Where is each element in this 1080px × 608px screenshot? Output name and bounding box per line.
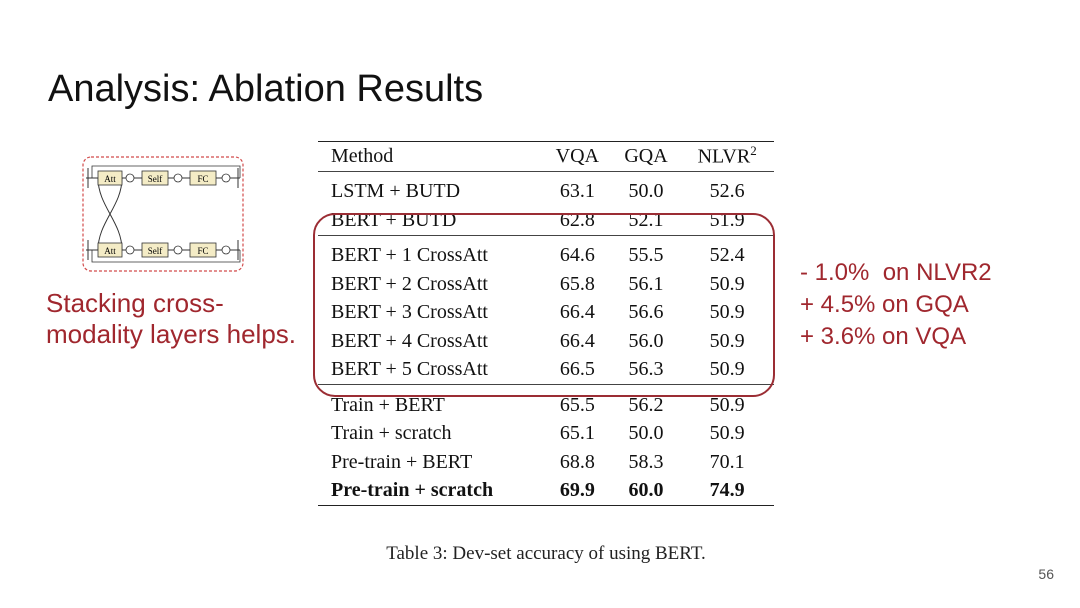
bottom-fc-node: FC bbox=[189, 242, 217, 258]
table-row: Train + BERT 65.5 56.2 50.9 bbox=[318, 384, 774, 420]
header-gqa: GQA bbox=[624, 144, 668, 167]
cell-method: BERT + 4 CrossAtt bbox=[331, 329, 488, 352]
cell-vqa: 66.4 bbox=[559, 301, 595, 324]
top-fc-label: FC bbox=[197, 174, 208, 184]
top-att-label: Att bbox=[104, 174, 116, 184]
cell-gqa: 56.3 bbox=[628, 358, 664, 381]
cell-gqa: 55.5 bbox=[628, 244, 664, 267]
top-att-node: Att bbox=[97, 170, 123, 186]
cell-vqa: 64.6 bbox=[559, 244, 595, 267]
table-row: BERT + 3 CrossAtt 66.4 56.6 50.9 bbox=[318, 299, 774, 328]
table-row: BERT + 1 CrossAtt 64.6 55.5 52.4 bbox=[318, 235, 774, 270]
highlight-box bbox=[313, 213, 775, 397]
bottom-fc-label: FC bbox=[197, 246, 208, 256]
table-row: Pre-train + scratch 69.9 60.0 74.9 bbox=[318, 477, 774, 506]
header-vqa: VQA bbox=[555, 144, 599, 167]
cell-gqa: 50.0 bbox=[628, 422, 664, 445]
cell-gqa: 56.0 bbox=[628, 329, 664, 352]
cell-method: Pre-train + scratch bbox=[331, 479, 494, 502]
top-add-3 bbox=[221, 173, 231, 183]
table-caption: Table 3: Dev-set accuracy of using BERT. bbox=[386, 543, 706, 564]
cell-vqa: 65.5 bbox=[559, 393, 595, 416]
bottom-add-1 bbox=[125, 245, 135, 255]
cell-method: BERT + 1 CrossAtt bbox=[331, 244, 488, 267]
left-note-line-2: modality layers helps. bbox=[46, 319, 296, 349]
cell-method: Train + scratch bbox=[331, 422, 452, 445]
table-row: Train + scratch 65.1 50.0 50.9 bbox=[318, 420, 774, 449]
cell-nlvr: 52.6 bbox=[709, 180, 745, 203]
cell-nlvr: 50.9 bbox=[709, 393, 745, 416]
right-note: - 1.0% on NLVR2 + 4.5% on GQA + 3.6% on … bbox=[800, 257, 992, 353]
results-table: Method VQA GQA NLVR2 LSTM + BUTD 63.1 50.0… bbox=[318, 141, 774, 506]
cell-nlvr: 50.9 bbox=[709, 329, 745, 352]
top-fc-node: FC bbox=[189, 170, 217, 186]
header-nlvr: NLVR2 bbox=[680, 142, 774, 172]
header-nlvr-sup: 2 bbox=[750, 143, 757, 159]
table-row: Pre-train + BERT 68.8 58.3 70.1 bbox=[318, 448, 774, 477]
cell-vqa: 69.9 bbox=[559, 479, 595, 502]
table-body: LSTM + BUTD 63.1 50.0 52.6 BERT + BUTD 62.8 52… bbox=[318, 171, 774, 506]
table-row: BERT + 5 CrossAtt 66.5 56.3 50.9 bbox=[318, 356, 774, 385]
slide-title: Analysis: Ablation Results bbox=[48, 68, 484, 110]
cell-gqa: 50.0 bbox=[628, 180, 664, 203]
bottom-self-node: Self bbox=[141, 242, 169, 258]
cell-method: Train + BERT bbox=[331, 393, 445, 416]
left-note: Stacking cross- modality layers helps. bbox=[46, 288, 296, 350]
cell-nlvr: 50.9 bbox=[709, 272, 745, 295]
cell-vqa: 63.1 bbox=[559, 180, 595, 203]
cell-vqa: 65.1 bbox=[559, 422, 595, 445]
right-note-line-2: + 4.5% on GQA bbox=[800, 291, 969, 318]
bottom-att-label: Att bbox=[104, 246, 116, 256]
cell-gqa: 56.1 bbox=[628, 272, 664, 295]
table-header-row: Method VQA GQA NLVR2 bbox=[318, 141, 774, 172]
top-self-label: Self bbox=[148, 174, 163, 184]
bottom-self-label: Self bbox=[148, 246, 163, 256]
right-note-line-1: - 1.0% on NLVR2 bbox=[800, 259, 992, 286]
table-row: BERT + 4 CrossAtt 66.4 56.0 50.9 bbox=[318, 327, 774, 356]
cell-vqa: 65.8 bbox=[559, 272, 595, 295]
cell-gqa: 56.2 bbox=[628, 393, 664, 416]
header-method: Method bbox=[331, 144, 394, 167]
left-note-line-1: Stacking cross- bbox=[46, 288, 224, 318]
cell-vqa: 66.4 bbox=[559, 329, 595, 352]
cell-nlvr: 50.9 bbox=[709, 422, 745, 445]
top-self-node: Self bbox=[141, 170, 169, 186]
cell-gqa: 56.6 bbox=[628, 301, 664, 324]
cell-method: BERT + 2 CrossAtt bbox=[331, 272, 488, 295]
cell-method: LSTM + BUTD bbox=[331, 180, 461, 203]
cell-nlvr: 52.4 bbox=[709, 244, 745, 267]
header-nlvr-text: NLVR bbox=[697, 146, 751, 169]
cell-gqa: 58.3 bbox=[628, 450, 664, 473]
top-add-1 bbox=[125, 173, 135, 183]
right-note-line-3: + 3.6% on VQA bbox=[800, 323, 967, 350]
cell-method: BERT + 5 CrossAtt bbox=[331, 358, 488, 381]
cell-nlvr: 74.9 bbox=[709, 479, 745, 502]
cell-vqa: 68.8 bbox=[559, 450, 595, 473]
bottom-add-3 bbox=[221, 245, 231, 255]
cell-gqa: 60.0 bbox=[628, 479, 664, 502]
bottom-att-node: Att bbox=[97, 242, 123, 258]
cell-vqa: 66.5 bbox=[559, 358, 595, 381]
table-row: BERT + 2 CrossAtt 65.8 56.1 50.9 bbox=[318, 270, 774, 299]
diagram-border bbox=[82, 156, 244, 272]
cell-method: Pre-train + BERT bbox=[331, 450, 473, 473]
cell-nlvr: 50.9 bbox=[709, 301, 745, 324]
top-add-2 bbox=[173, 173, 183, 183]
table-row: LSTM + BUTD 63.1 50.0 52.6 bbox=[318, 171, 774, 206]
cell-nlvr: 50.9 bbox=[709, 358, 745, 381]
bottom-add-2 bbox=[173, 245, 183, 255]
cell-nlvr: 70.1 bbox=[709, 450, 745, 473]
cross-attention-diagram: Att Self FC Att Self FC bbox=[82, 156, 244, 272]
results-table-container: Method VQA GQA NLVR2 LSTM + BUTD 63.1 50.0… bbox=[318, 141, 774, 506]
cell-method: BERT + 3 CrossAtt bbox=[331, 301, 488, 324]
page-number: 56 bbox=[1038, 566, 1054, 582]
